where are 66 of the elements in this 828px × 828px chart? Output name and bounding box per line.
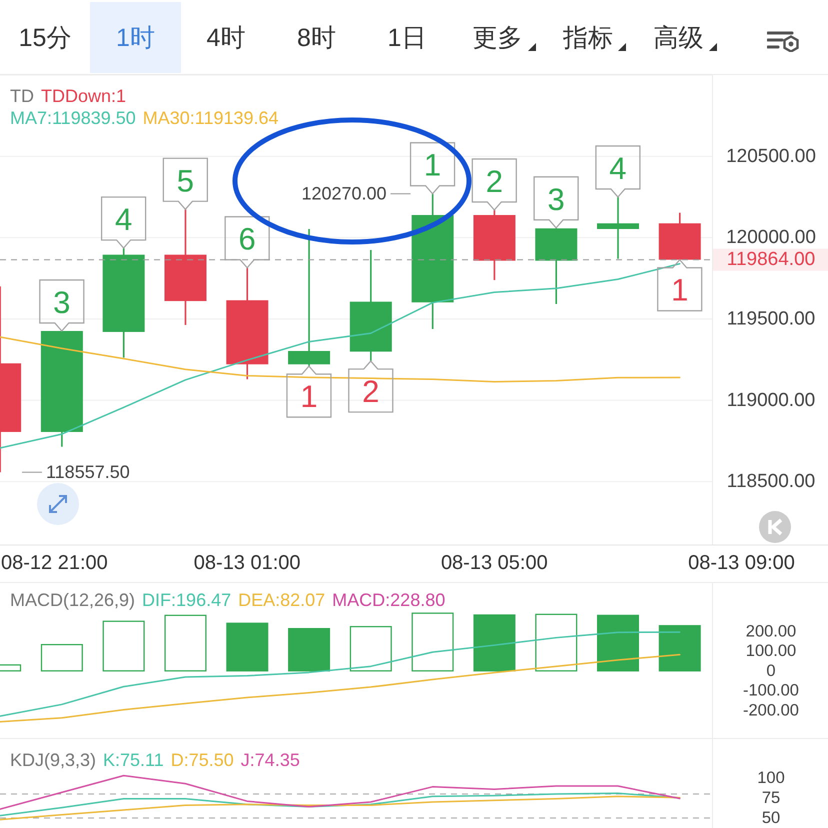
text: 更多 [472,23,522,54]
y-tick-label: 100.00 [746,642,796,660]
y-tick-label: 75 [762,789,780,807]
y-tick-label: 119500.00 [726,308,816,330]
y-tick-label: 50 [762,809,780,827]
bar [288,628,330,672]
line-series [0,631,680,717]
series-label: J:74.35 [240,750,300,770]
bar [164,614,206,672]
annotation: 118557.50 [46,462,130,482]
text: 8时 [297,23,336,54]
ref-line-label: 119864.00 [726,249,816,270]
bar [473,614,516,672]
text: 15分 [18,23,72,54]
text: 高级 [654,23,704,54]
y-tick-label: 200.00 [746,622,796,640]
legend-title: MACD(12,26,9) [10,590,136,610]
y-tick-label: 0 [766,662,776,680]
annotation: 6 [238,222,256,257]
bar [412,612,454,672]
series-label: D:75.50 [170,750,234,770]
text: DIF:196.47 [142,590,232,610]
bar [40,644,83,672]
x-tick-label: 08-13 09:00 [688,552,795,574]
y-tick-label: 100 [757,769,785,787]
bar [658,625,701,672]
annotation: 1 [300,379,318,414]
annotation: MACD:228.80 [332,590,446,610]
y-tick-label: 120500.00 [726,146,816,167]
annotation: 1 [424,148,442,183]
annotation: 120270.00 [301,184,387,204]
annotation: 4 [114,202,132,238]
text: TD [10,86,34,106]
text: 1日 [388,23,426,54]
y-tick-label: 118500.00 [726,471,816,492]
text: MA30:119139.64 [142,108,279,128]
bar [102,620,145,672]
series-label: K:75.11 [103,750,164,770]
line-series [0,654,680,723]
annotation: 1 [671,272,688,308]
x-tick-label: 08-13 01:00 [194,552,301,574]
y-tick-label: 120000.00 [726,227,816,248]
annotation: 2 [486,164,503,199]
x-tick-label: 08-13 05:00 [440,552,548,574]
legend-title: KDJ(9,3,3) [10,750,96,770]
annotation: 2 [362,374,380,410]
text: 指标 [563,23,613,54]
annotation: 3 [53,284,70,320]
x-tick-label: 08-12 21:00 [1,552,108,574]
y-tick-label: -100.00 [743,682,799,700]
text: DEA:82.07 [238,590,326,610]
line-series [0,774,680,810]
bar [597,614,640,672]
annotation: 4 [609,150,627,186]
text: 4时 [206,23,246,54]
annotation: 3 [547,182,565,217]
y-tick-label: -200.00 [743,701,799,720]
bar [226,622,268,672]
line-series [0,796,680,820]
text: 1时 [116,23,155,54]
text: TDDown:1 [41,86,126,106]
y-tick-label: 119000.00 [726,390,816,411]
text: MA7:119839.50 [10,108,136,128]
annotation: 5 [176,163,194,198]
bar [350,626,392,672]
bar [535,614,578,672]
